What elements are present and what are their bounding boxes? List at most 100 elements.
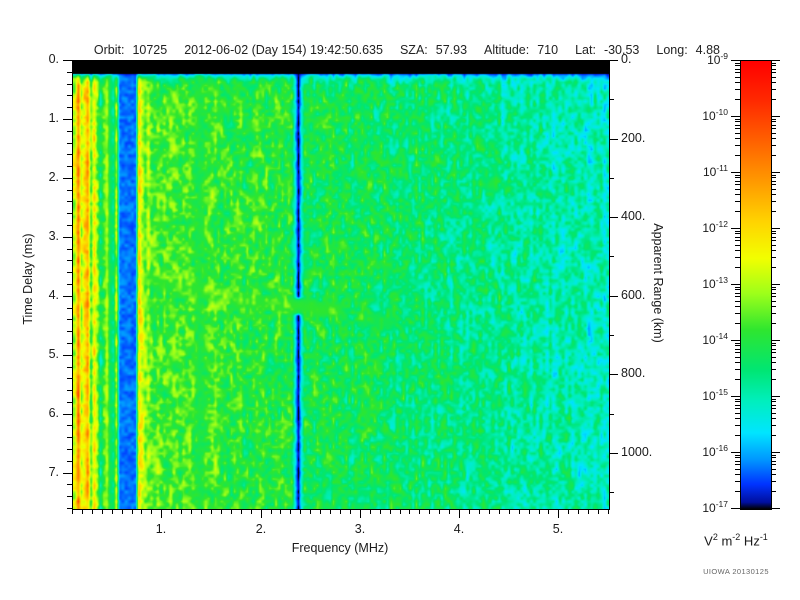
colorbar-minor-tick bbox=[735, 233, 740, 234]
left-axis-minor-tick bbox=[67, 84, 72, 85]
long-value: 4.88 bbox=[695, 43, 721, 57]
colorbar-minor-tick bbox=[735, 128, 740, 129]
colorbar-minor-tick bbox=[771, 245, 776, 246]
left-axis-major-tick bbox=[63, 473, 72, 474]
altitude-label: Altitude: bbox=[484, 43, 530, 57]
bottom-axis-minor-tick bbox=[588, 509, 589, 514]
left-axis-title: Time Delay (ms) bbox=[18, 202, 38, 362]
colorbar-minor-tick bbox=[735, 65, 740, 66]
colorbar-major-tick bbox=[731, 452, 740, 453]
colorbar-minor-tick bbox=[735, 349, 740, 350]
colorbar-minor-tick bbox=[735, 119, 740, 120]
datetime-value: 2012-06-02 (Day 154) 19:42:50.635 bbox=[184, 43, 383, 57]
colorbar-minor-tick bbox=[771, 287, 776, 288]
bottom-axis-minor-tick bbox=[280, 509, 281, 514]
colorbar-minor-tick bbox=[771, 138, 776, 139]
colorbar-minor-tick bbox=[735, 63, 740, 64]
colorbar-tick-label: 10-17 bbox=[702, 499, 728, 515]
bottom-axis-minor-tick bbox=[370, 509, 371, 514]
colorbar-tick-label: 10-11 bbox=[702, 163, 728, 179]
bottom-axis-minor-tick bbox=[598, 509, 599, 514]
left-axis-minor-tick bbox=[67, 402, 72, 403]
colorbar-minor-tick bbox=[771, 349, 776, 350]
colorbar-minor-tick bbox=[771, 233, 776, 234]
colorbar-minor-tick bbox=[771, 240, 776, 241]
bottom-axis-tick-label: 2. bbox=[255, 522, 267, 536]
colorbar-minor-tick bbox=[771, 379, 776, 380]
bottom-axis-minor-tick bbox=[548, 509, 549, 514]
left-axis-minor-tick bbox=[67, 508, 72, 509]
colorbar-minor-tick bbox=[735, 399, 740, 400]
colorbar-minor-tick bbox=[771, 181, 776, 182]
colorbar-minor-tick bbox=[735, 121, 740, 122]
colorbar-major-tick bbox=[771, 116, 780, 117]
bottom-axis-minor-tick bbox=[290, 509, 291, 514]
left-axis-major-tick bbox=[63, 237, 72, 238]
colorbar-minor-tick bbox=[771, 237, 776, 238]
colorbar-minor-tick bbox=[735, 413, 740, 414]
colorbar-minor-tick bbox=[771, 175, 776, 176]
colorbar-minor-tick bbox=[771, 413, 776, 414]
credit-stamp: UIOWA 20130125 bbox=[703, 567, 769, 576]
colorbar-minor-tick bbox=[771, 189, 776, 190]
right-axis-major-tick bbox=[609, 60, 618, 61]
colorbar-minor-tick bbox=[735, 425, 740, 426]
colorbar-minor-tick bbox=[771, 99, 776, 100]
colorbar-minor-tick bbox=[771, 418, 776, 419]
colorbar-minor-tick bbox=[735, 362, 740, 363]
altitude-value: 710 bbox=[537, 43, 559, 57]
colorbar-major-tick bbox=[731, 508, 740, 509]
colorbar-major-tick bbox=[731, 284, 740, 285]
bottom-axis-minor-tick bbox=[529, 509, 530, 514]
colorbar-minor-tick bbox=[735, 211, 740, 212]
colorbar-major-tick bbox=[731, 396, 740, 397]
right-axis-minor-tick bbox=[609, 99, 614, 100]
left-axis-minor-tick bbox=[67, 390, 72, 391]
colorbar-minor-tick bbox=[771, 323, 776, 324]
colorbar-minor-tick bbox=[771, 296, 776, 297]
colorbar-minor-tick bbox=[771, 82, 776, 83]
colorbar-minor-tick bbox=[771, 211, 776, 212]
colorbar-units-v: V bbox=[704, 533, 713, 549]
bottom-axis-minor-tick bbox=[449, 509, 450, 514]
right-axis-major-tick bbox=[609, 453, 618, 454]
bottom-axis-minor-tick bbox=[608, 509, 609, 514]
colorbar-minor-tick bbox=[771, 457, 776, 458]
colorbar-tick-label: 10-13 bbox=[702, 275, 728, 291]
colorbar-minor-tick bbox=[771, 121, 776, 122]
bottom-axis-major-tick bbox=[261, 509, 262, 518]
bottom-axis-tick-label: 1. bbox=[155, 522, 167, 536]
right-axis-minor-tick bbox=[609, 335, 614, 336]
bottom-axis-minor-tick bbox=[469, 509, 470, 514]
colorbar-minor-tick bbox=[735, 257, 740, 258]
colorbar-minor-tick bbox=[735, 435, 740, 436]
colorbar-minor-tick bbox=[735, 301, 740, 302]
left-axis-minor-tick bbox=[67, 107, 72, 108]
colorbar-minor-tick bbox=[735, 125, 740, 126]
bottom-axis-minor-tick bbox=[151, 509, 152, 514]
colorbar-minor-tick bbox=[735, 296, 740, 297]
colorbar-units-hz: Hz bbox=[740, 533, 760, 549]
colorbar-minor-tick bbox=[771, 469, 776, 470]
colorbar-minor-tick bbox=[735, 240, 740, 241]
bottom-axis-minor-tick bbox=[82, 509, 83, 514]
left-axis-minor-tick bbox=[67, 449, 72, 450]
bottom-axis-minor-tick bbox=[112, 509, 113, 514]
bottom-axis-major-tick bbox=[360, 509, 361, 518]
bottom-axis-minor-tick bbox=[141, 509, 142, 514]
colorbar-minor-tick bbox=[771, 63, 776, 64]
left-axis-minor-tick bbox=[67, 367, 72, 368]
bottom-axis-minor-tick bbox=[271, 509, 272, 514]
bottom-axis-minor-tick bbox=[479, 509, 480, 514]
colorbar-minor-tick bbox=[771, 250, 776, 251]
colorbar-minor-tick bbox=[771, 177, 776, 178]
bottom-axis-minor-tick bbox=[340, 509, 341, 514]
colorbar-minor-tick bbox=[771, 77, 776, 78]
colorbar-minor-tick bbox=[771, 481, 776, 482]
metadata-header: Orbit: 10725 2012-06-02 (Day 154) 19:42:50… bbox=[0, 29, 800, 71]
sza-label: SZA: bbox=[399, 43, 428, 57]
colorbar-minor-tick bbox=[735, 293, 740, 294]
colorbar-minor-tick bbox=[771, 289, 776, 290]
colorbar-minor-tick bbox=[735, 461, 740, 462]
colorbar-minor-tick bbox=[771, 401, 776, 402]
